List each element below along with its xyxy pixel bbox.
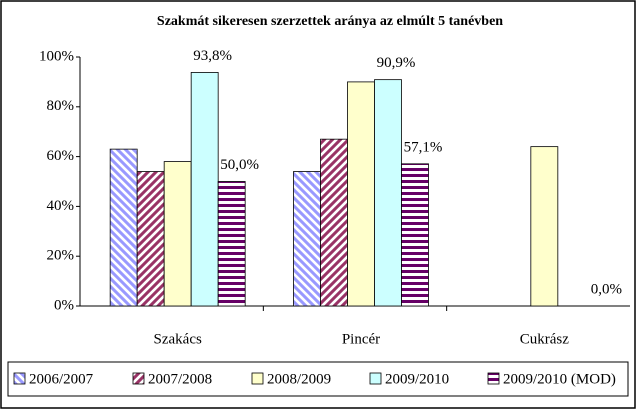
bar <box>374 79 402 307</box>
legend-swatch <box>251 372 264 385</box>
legend-label: 2006/2007 <box>29 371 94 387</box>
legend-label: 2009/2010 (MOD) <box>503 371 616 387</box>
y-tick-label: 80% <box>47 98 75 114</box>
value-label: 50,0% <box>220 157 259 173</box>
bar <box>163 161 192 307</box>
bar <box>530 146 559 307</box>
legend-label: 2007/2008 <box>148 371 212 387</box>
legend-box <box>7 361 629 397</box>
bar <box>217 181 246 307</box>
y-tick-label: 40% <box>47 198 75 214</box>
legend-label: 2009/2010 <box>385 371 449 387</box>
value-label: 90,9% <box>377 55 416 71</box>
legend-swatch <box>369 372 382 385</box>
legend-label: 2008/2009 <box>267 371 331 387</box>
legend-swatch <box>13 372 26 385</box>
y-tick-label: 20% <box>47 248 75 264</box>
bar <box>347 81 375 307</box>
legend-swatch <box>487 372 500 385</box>
bar <box>293 171 321 307</box>
legend-swatch <box>132 372 145 385</box>
y-tick-label: 60% <box>47 148 75 164</box>
bar <box>109 148 138 307</box>
bar <box>190 72 219 307</box>
x-tick-label: Szakács <box>154 331 202 347</box>
bar <box>401 163 429 307</box>
bar <box>136 171 165 307</box>
x-tick-label: Cukrász <box>520 331 569 347</box>
value-label: 93,8% <box>193 48 232 64</box>
value-label: 0,0% <box>591 281 622 297</box>
x-tick-label: Pincér <box>342 331 380 347</box>
bar <box>320 138 348 307</box>
chart-title: Szakmát sikeresen szerzettek aránya az e… <box>157 14 503 29</box>
value-label: 57,1% <box>404 139 443 155</box>
y-tick-label: 0% <box>54 297 74 313</box>
y-tick-label: 100% <box>39 48 74 64</box>
